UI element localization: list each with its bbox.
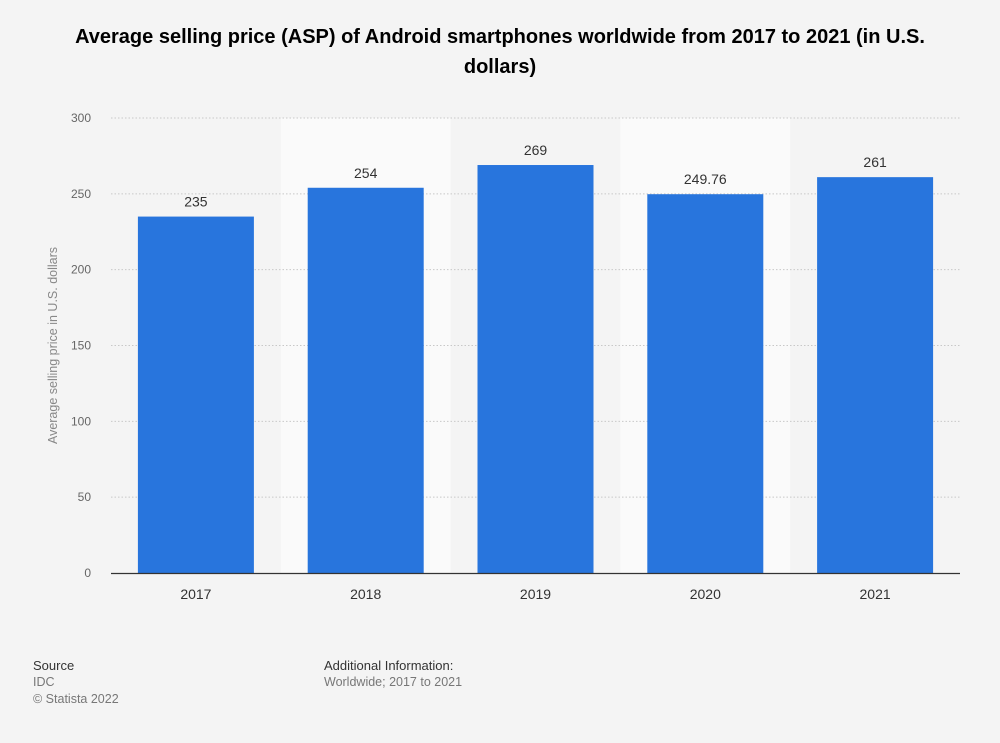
source-heading: Source: [33, 658, 75, 673]
additional-info-text: Worldwide; 2017 to 2021: [324, 675, 463, 689]
copyright: © Statista 2022: [33, 692, 119, 706]
x-tick-label: 2019: [520, 586, 551, 602]
bar: [647, 194, 764, 573]
y-axis-title: Average selling price in U.S. dollars: [46, 247, 60, 444]
y-tick-label: 300: [71, 111, 91, 125]
chart-title: Average selling price (ASP) of Android s…: [75, 26, 925, 78]
bar: [137, 216, 254, 574]
data-label: 249.76: [684, 171, 727, 187]
y-tick-label: 0: [84, 566, 91, 580]
additional-info-block: Additional Information: Worldwide; 2017 …: [324, 657, 462, 691]
additional-info-heading: Additional Information:: [324, 658, 454, 673]
data-label: 261: [863, 154, 887, 170]
x-tick-label: 2020: [690, 586, 721, 602]
y-tick-label: 250: [71, 187, 91, 201]
source-name: IDC: [33, 675, 55, 689]
bar: [817, 177, 934, 573]
bar-chart: 0 50 100 150 200 250 300 Average selling price …: [46, 111, 960, 602]
y-tick-label: 150: [71, 339, 91, 353]
data-label: 269: [524, 142, 548, 158]
data-label: 254: [354, 165, 378, 181]
bar: [307, 187, 424, 573]
x-tick-label: 2021: [860, 586, 891, 602]
y-tick-label: 50: [78, 490, 92, 504]
source-block: Source IDC © Statista 2022: [33, 657, 119, 708]
y-tick-label: 200: [71, 263, 91, 277]
y-tick-label: 100: [71, 414, 91, 428]
data-label: 235: [184, 194, 208, 210]
x-tick-label: 2017: [180, 586, 211, 602]
x-tick-label: 2018: [350, 586, 381, 602]
bar: [477, 165, 594, 573]
